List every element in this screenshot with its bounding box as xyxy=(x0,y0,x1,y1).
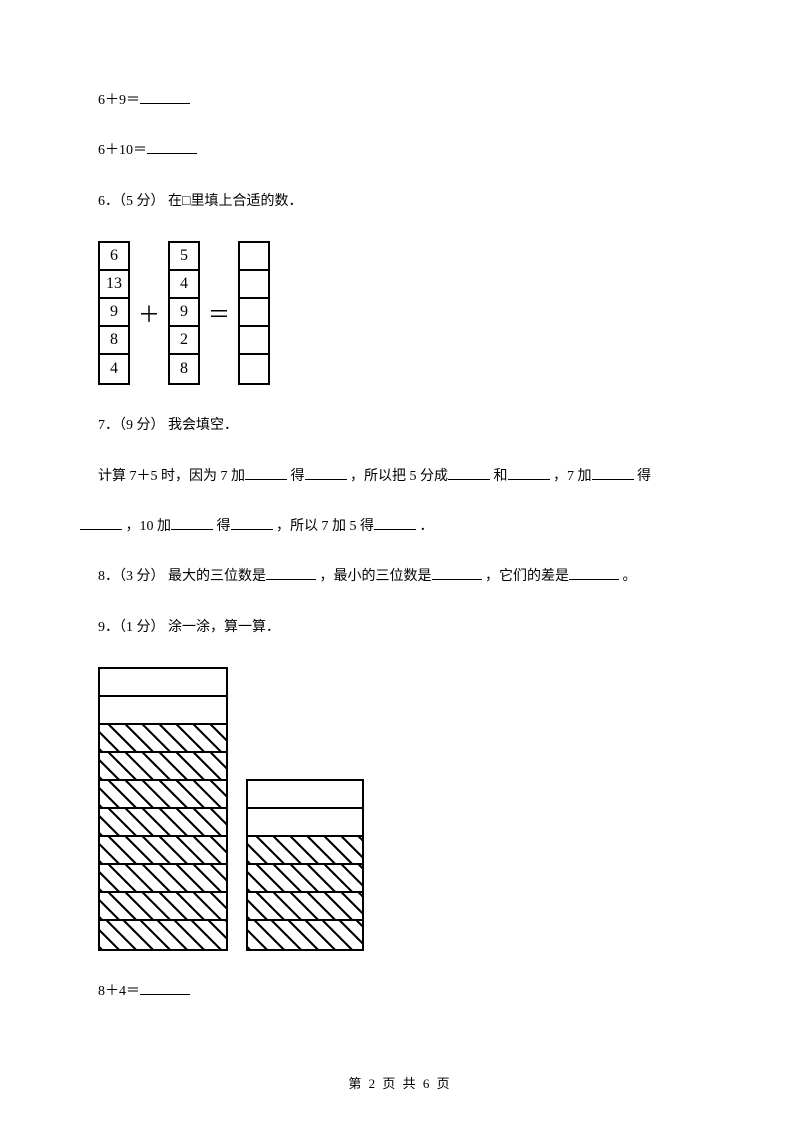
q7-pe: ，7 加 xyxy=(553,469,592,484)
q8-pa: 8．（3 分） 最大的三位数是 xyxy=(98,569,266,584)
bar-segment xyxy=(100,753,226,781)
q8-blank-2 xyxy=(432,566,482,580)
eq2-blank xyxy=(147,140,197,154)
q8-pc: ，它们的差是 xyxy=(485,569,569,584)
q8-pb: ，最小的三位数是 xyxy=(320,569,432,584)
q7-pc: ，所以把 5 分成 xyxy=(350,469,448,484)
q7-blank-9 xyxy=(374,516,416,530)
q6-column-2: 5 4 9 2 8 xyxy=(168,241,200,385)
q7-blank-3 xyxy=(448,466,490,480)
bar-segment xyxy=(100,697,226,725)
bar-segment xyxy=(248,781,362,809)
q6-c2-4: 8 xyxy=(170,355,198,383)
q6-c1-2: 9 xyxy=(100,299,128,327)
plus-sign: ＋ xyxy=(136,297,162,329)
q7-pj: ． xyxy=(420,519,434,534)
equation-line-2: 6＋10＝ xyxy=(80,140,720,162)
bar-segment xyxy=(100,837,226,865)
bar-segment xyxy=(100,725,226,753)
q8-pd: 。 xyxy=(623,569,637,584)
q7-pg: ，10 加 xyxy=(126,519,172,534)
bar-segment xyxy=(248,865,362,893)
bar-segment xyxy=(100,921,226,949)
q7-body-1: 计算 7＋5 时，因为 7 加 得 ，所以把 5 分成 和 ，7 加 得 xyxy=(80,466,720,488)
q6-c2-0: 5 xyxy=(170,243,198,271)
bar-segment xyxy=(248,809,362,837)
q6-c3-4 xyxy=(240,355,268,383)
q7-blank-4 xyxy=(508,466,550,480)
q8-line: 8．（3 分） 最大的三位数是 ，最小的三位数是 ，它们的差是 。 xyxy=(80,566,720,588)
q7-body-2: ，10 加 得 ，所以 7 加 5 得 ． xyxy=(80,516,720,538)
q7-blank-7 xyxy=(171,516,213,530)
q9-bar-right xyxy=(246,779,364,951)
q9-answer-blank xyxy=(140,981,190,995)
q7-pf: 得 xyxy=(637,469,651,484)
q6-c2-2: 9 xyxy=(170,299,198,327)
q6-c2-3: 2 xyxy=(170,327,198,355)
q9-answer-label: 8＋4＝ xyxy=(98,984,140,999)
q7-blank-8 xyxy=(231,516,273,530)
q7-label: 7．（9 分） 我会填空． xyxy=(80,415,720,437)
q7-pb: 得 xyxy=(291,469,305,484)
q8-blank-3 xyxy=(569,566,619,580)
bar-segment xyxy=(100,865,226,893)
q7-blank-2 xyxy=(305,466,347,480)
q9-bar-left xyxy=(98,667,228,951)
bar-segment xyxy=(100,669,226,697)
q6-c1-3: 8 xyxy=(100,327,128,355)
eq1-text: 6＋9＝ xyxy=(98,93,140,108)
q6-c1-0: 6 xyxy=(100,243,128,271)
q9-label: 9．（1 分） 涂一涂，算一算． xyxy=(80,617,720,639)
eq2-text: 6＋10＝ xyxy=(98,143,147,158)
q6-c3-3 xyxy=(240,327,268,355)
q7-pa: 计算 7＋5 时，因为 7 加 xyxy=(98,469,245,484)
q6-figure: 6 13 9 8 4 ＋ 5 4 9 2 8 ＝ xyxy=(98,241,720,385)
q9-answer-line: 8＋4＝ xyxy=(80,981,720,1003)
bar-segment xyxy=(248,837,362,865)
q6-column-1: 6 13 9 8 4 xyxy=(98,241,130,385)
bar-segment xyxy=(100,781,226,809)
equation-line-1: 6＋9＝ xyxy=(80,90,720,112)
q6-c2-1: 4 xyxy=(170,271,198,299)
bar-segment xyxy=(100,809,226,837)
eq1-blank xyxy=(140,90,190,104)
q6-c3-1 xyxy=(240,271,268,299)
page-footer: 第 2 页 共 6 页 xyxy=(0,1073,800,1092)
q7-pi: ，所以 7 加 5 得 xyxy=(276,519,374,534)
q7-blank-6 xyxy=(80,516,122,530)
q6-c1-4: 4 xyxy=(100,355,128,383)
q7-pd: 和 xyxy=(494,469,508,484)
bar-segment xyxy=(100,893,226,921)
q6-c3-2 xyxy=(240,299,268,327)
q7-blank-1 xyxy=(245,466,287,480)
q9-figure xyxy=(98,667,720,951)
q7-ph: 得 xyxy=(217,519,231,534)
q6-c3-0 xyxy=(240,243,268,271)
page-content: 6＋9＝ 6＋10＝ 6．（5 分） 在□里填上合适的数． 6 13 9 8 4… xyxy=(0,0,800,1004)
bar-segment xyxy=(248,893,362,921)
q8-blank-1 xyxy=(266,566,316,580)
q6-c1-1: 13 xyxy=(100,271,128,299)
equals-sign: ＝ xyxy=(206,297,232,329)
q6-label: 6．（5 分） 在□里填上合适的数． xyxy=(80,191,720,213)
q6-column-3 xyxy=(238,241,270,385)
bar-segment xyxy=(248,921,362,949)
q7-blank-5 xyxy=(592,466,634,480)
